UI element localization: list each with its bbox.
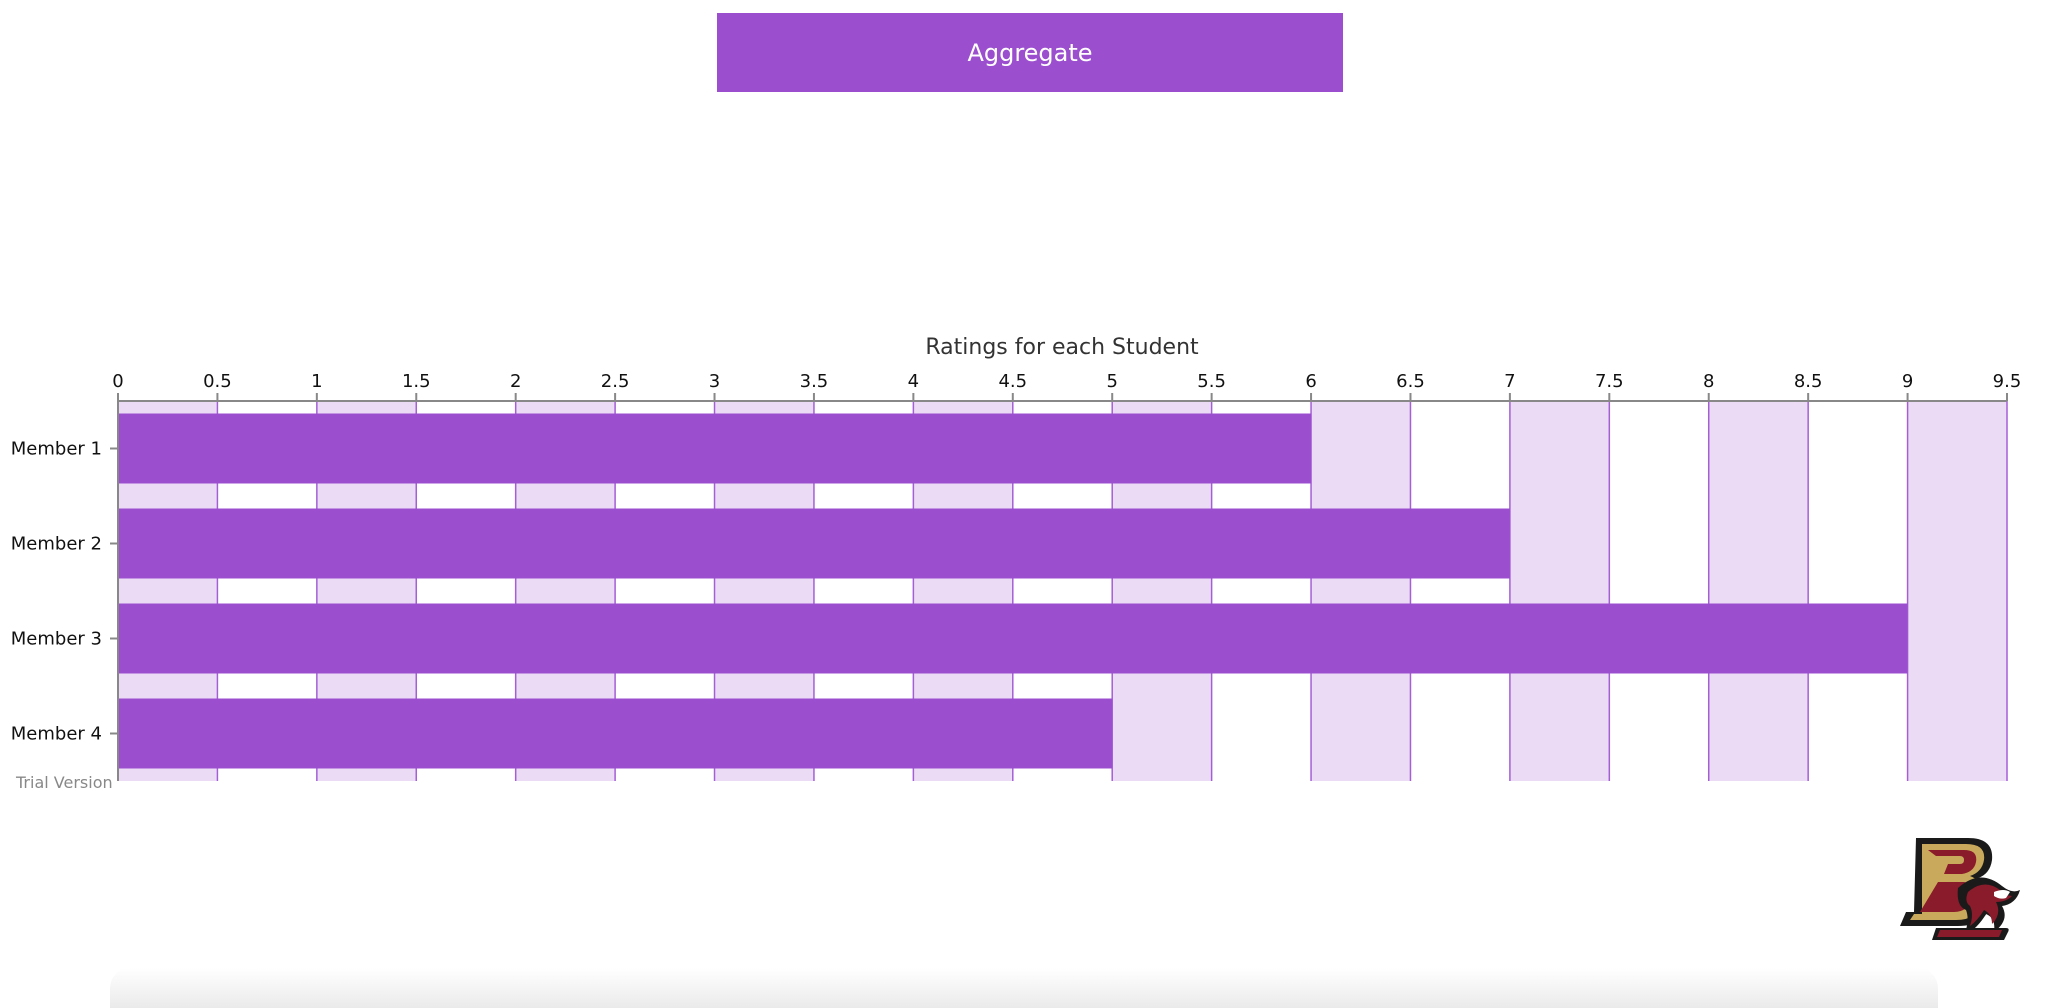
x-tick-label: 8: [1703, 371, 1714, 392]
y-tick-label: Member 4: [11, 724, 102, 745]
x-tick-label: 3.5: [800, 371, 829, 392]
y-tick-label: Member 2: [11, 534, 102, 555]
x-tick-label: 0: [112, 371, 123, 392]
x-tick-label: 0.5: [203, 371, 232, 392]
bar-member-4[interactable]: [118, 698, 1113, 769]
x-tick-label: 9: [1902, 371, 1913, 392]
x-tick-label: 1: [311, 371, 322, 392]
chart-band: [1708, 401, 1809, 781]
trial-version-watermark: Trial Version: [16, 773, 113, 792]
aggregate-button[interactable]: Aggregate: [717, 13, 1343, 92]
boston-college-eagle-logo: [1898, 828, 2028, 952]
chart-axes: 0 0.5 1 1.5 2 2.5 3 3.5 4 4.5 5 5.5 6 6.5 7 7.5 8 8.5 9 9.5…: [11, 371, 2022, 781]
ratings-chart: 0 0.5 1 1.5 2 2.5 3 3.5 4 4.5 5 5.5 6 6.5 7 7.5 8 8.5 9 9.5…: [11, 335, 2022, 781]
x-tick-label: 7: [1504, 371, 1515, 392]
bar-member-3[interactable]: [118, 603, 1908, 674]
x-tick-label: 6: [1305, 371, 1316, 392]
y-tick-label: Member 3: [11, 629, 102, 650]
x-tick-label: 1.5: [402, 371, 431, 392]
chart-band: [1410, 401, 1510, 781]
x-tick-label: 9.5: [1993, 371, 2022, 392]
x-tick-label: 2: [510, 371, 521, 392]
bar-member-1[interactable]: [118, 413, 1312, 484]
chart-bars: [118, 413, 1908, 769]
chart-band: [1509, 401, 1610, 781]
x-tick-label: 6.5: [1396, 371, 1425, 392]
chart-band: [1311, 401, 1411, 781]
chart-title: Ratings for each Student: [925, 335, 1199, 360]
chart-band: [1609, 401, 1709, 781]
x-tick-label: 8.5: [1794, 371, 1823, 392]
x-tick-label: 3: [709, 371, 720, 392]
chart-band: [1907, 401, 2007, 781]
bottom-panel-shadow: [110, 968, 1938, 1008]
x-tick-label: 2.5: [601, 371, 630, 392]
x-tick-label: 4.5: [998, 371, 1027, 392]
x-tick-label: 7.5: [1595, 371, 1624, 392]
y-tick-label: Member 1: [11, 439, 102, 460]
bar-member-2[interactable]: [118, 508, 1510, 579]
x-tick-label: 5.5: [1197, 371, 1226, 392]
x-tick-label: 5: [1106, 371, 1117, 392]
chart-band: [1808, 401, 1908, 781]
x-tick-label: 4: [908, 371, 919, 392]
